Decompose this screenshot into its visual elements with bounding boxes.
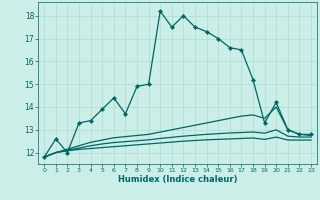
- X-axis label: Humidex (Indice chaleur): Humidex (Indice chaleur): [118, 175, 237, 184]
